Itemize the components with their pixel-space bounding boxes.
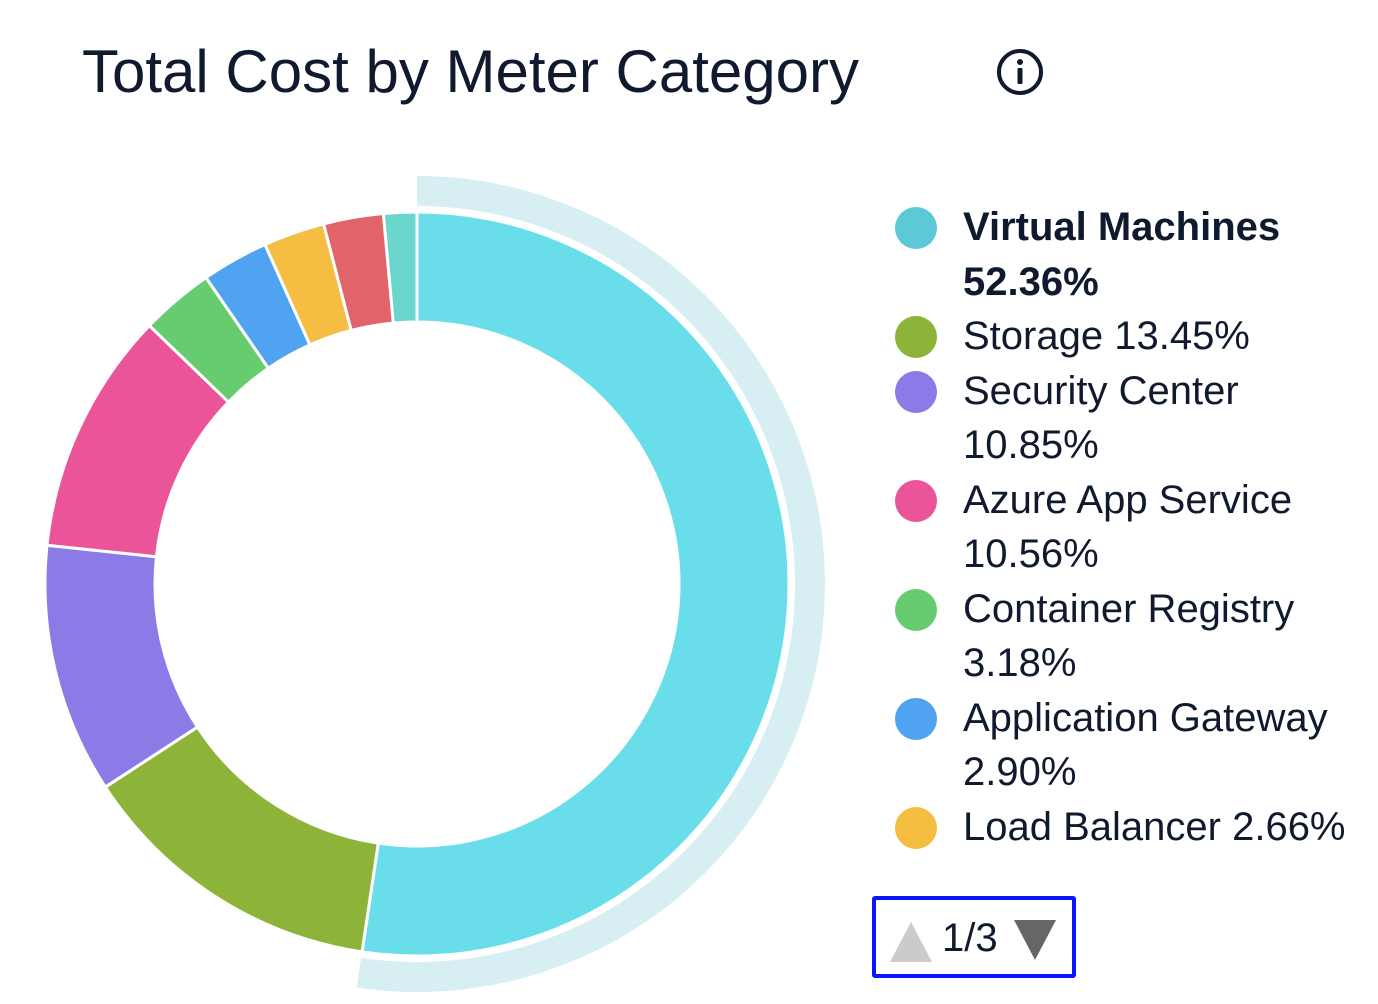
legend-item[interactable]: Azure App Service 10.56% [893,473,1363,582]
legend: Virtual Machines 52.36% Storage 13.45% Sec… [893,200,1363,890]
next-page-arrow-icon[interactable] [1014,920,1056,960]
legend-dot-icon [895,479,937,522]
legend-label: Azure App Service 10.56% [963,477,1293,577]
legend-dot-icon [895,588,937,631]
legend-item[interactable]: Container Registry 3.18% [893,582,1363,691]
legend-dot-icon [895,697,937,740]
legend-item[interactable]: Application Gateway 2.90% [893,691,1363,800]
legend-item[interactable]: Load Balancer 2.66% [893,800,1363,855]
legend-dot-icon [895,207,937,249]
legend-label: Security Center 10.85% [963,368,1239,468]
pie-slice-virtual-machines[interactable] [360,210,791,958]
legend-label: Storage 13.45% [963,314,1250,358]
legend-item[interactable]: Virtual Machines 52.36% [893,200,1363,309]
pie-slice-8[interactable] [381,210,419,325]
previous-page-arrow-icon[interactable] [890,922,932,962]
legend-label: Load Balancer 2.66% [963,804,1346,849]
legend-dot-icon [895,370,937,413]
donut-chart [43,176,825,992]
legend-dot-icon [895,806,937,849]
info-icon[interactable] [996,48,1044,96]
legend-item[interactable]: Storage 13.45% [893,309,1363,364]
chart-title: Total Cost by Meter Category [82,38,859,105]
legend-item[interactable]: Security Center 10.85% [893,364,1363,473]
legend-label: Application Gateway 2.90% [963,695,1328,795]
legend-pager: 1/3 [872,896,1076,978]
legend-dot-icon [895,316,937,358]
legend-label: Container Registry 3.18% [963,586,1295,686]
page-indicator: 1/3 [942,916,998,960]
legend-label: Virtual Machines 52.36% [963,205,1281,304]
